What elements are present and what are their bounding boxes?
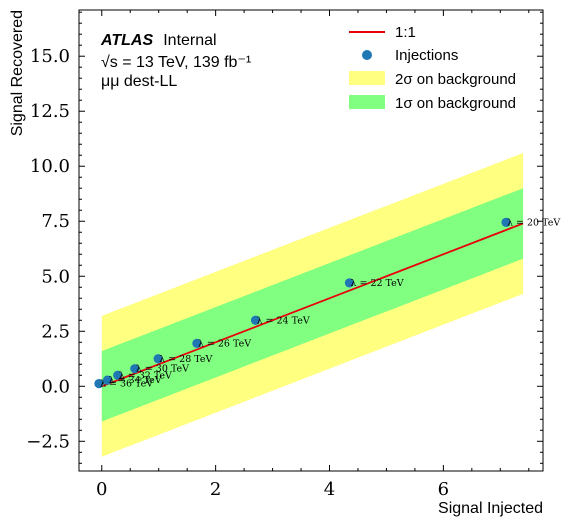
legend-entry-1-1: 1:1 — [395, 24, 416, 41]
reference-line-1-1 — [101, 222, 524, 388]
x-tick-label: 0 — [96, 479, 107, 500]
legend-entry-injections: Injections — [395, 47, 458, 64]
injection-point-7 — [344, 278, 355, 288]
injection-point-6 — [250, 315, 261, 325]
point-label-4: λ = 28 TeV — [159, 354, 212, 365]
y-tick-label: 5.0 — [41, 266, 70, 287]
y-tick-label: 2.5 — [41, 321, 70, 342]
point-label-7: λ = 22 TeV — [350, 278, 403, 289]
y-tick-label: 12.5 — [30, 101, 70, 122]
point-label-0: λ = 36 TeV — [100, 379, 153, 390]
legend: 1:1 Injections 2σ on background 1σ on ba… — [349, 24, 516, 112]
point-label-5: λ = 26 TeV — [198, 338, 251, 349]
legend-entry-2sigma: 2σ on background — [395, 71, 516, 88]
y-tick-label: 15.0 — [30, 46, 70, 67]
injection-point-8 — [501, 217, 511, 227]
atlas-energy-text: √s = 13 TeV, 139 fb⁻¹ — [101, 54, 251, 71]
svg-text:ATLAS Internal: ATLAS Internal — [100, 30, 217, 49]
y-tick-label: 0.0 — [41, 376, 70, 397]
legend-1sigma-swatch — [349, 95, 385, 109]
x-tick-label: 4 — [324, 479, 335, 500]
legend-entry-1sigma: 1σ on background — [395, 95, 516, 112]
injection-point-2 — [113, 370, 123, 380]
x-tick-label: 2 — [210, 479, 221, 500]
atlas-logo-text: ATLAS — [100, 32, 153, 49]
point-label-6: λ = 24 TeV — [256, 315, 309, 326]
injection-point-5 — [192, 338, 202, 348]
legend-2sigma-swatch — [349, 71, 385, 85]
legend-marker-swatch — [362, 50, 372, 60]
point-label-8: λ = 20 TeV — [507, 217, 560, 228]
reference-line-layer — [101, 222, 524, 388]
x-axis-label: Signal Injected — [438, 500, 543, 517]
atlas-status-text: Internal — [163, 32, 216, 49]
y-tick-label: 7.5 — [41, 211, 70, 232]
y-tick-label: −2.5 — [26, 431, 70, 452]
atlas-channel-text: μμ dest-LL — [101, 73, 177, 90]
x-tick-label: 6 — [438, 479, 449, 500]
y-tick-label: 10.0 — [30, 156, 70, 177]
point-label-3: λ = 30 TeV — [136, 364, 189, 375]
injection-point-4 — [153, 354, 163, 364]
tick-labels-layer: 0 2 4 6 −2.5 0.0 2.5 5.0 7.5 10.0 12.5 15.0 — [26, 46, 449, 500]
injection-point-3 — [130, 364, 140, 374]
atlas-label-block: ATLAS Internal √s = 13 TeV, 139 fb⁻¹ μμ … — [100, 30, 251, 90]
point-label-2: λ = 32 TeV — [119, 370, 172, 381]
y-axis-label: Signal Recovered — [9, 10, 26, 136]
injection-point-0 — [94, 379, 104, 389]
point-label-1: λ = 34 TeV — [108, 375, 161, 386]
plot-frame — [78, 9, 544, 472]
injection-point-1 — [102, 375, 113, 385]
ticks-layer — [79, 10, 543, 471]
points-layer — [94, 217, 511, 389]
